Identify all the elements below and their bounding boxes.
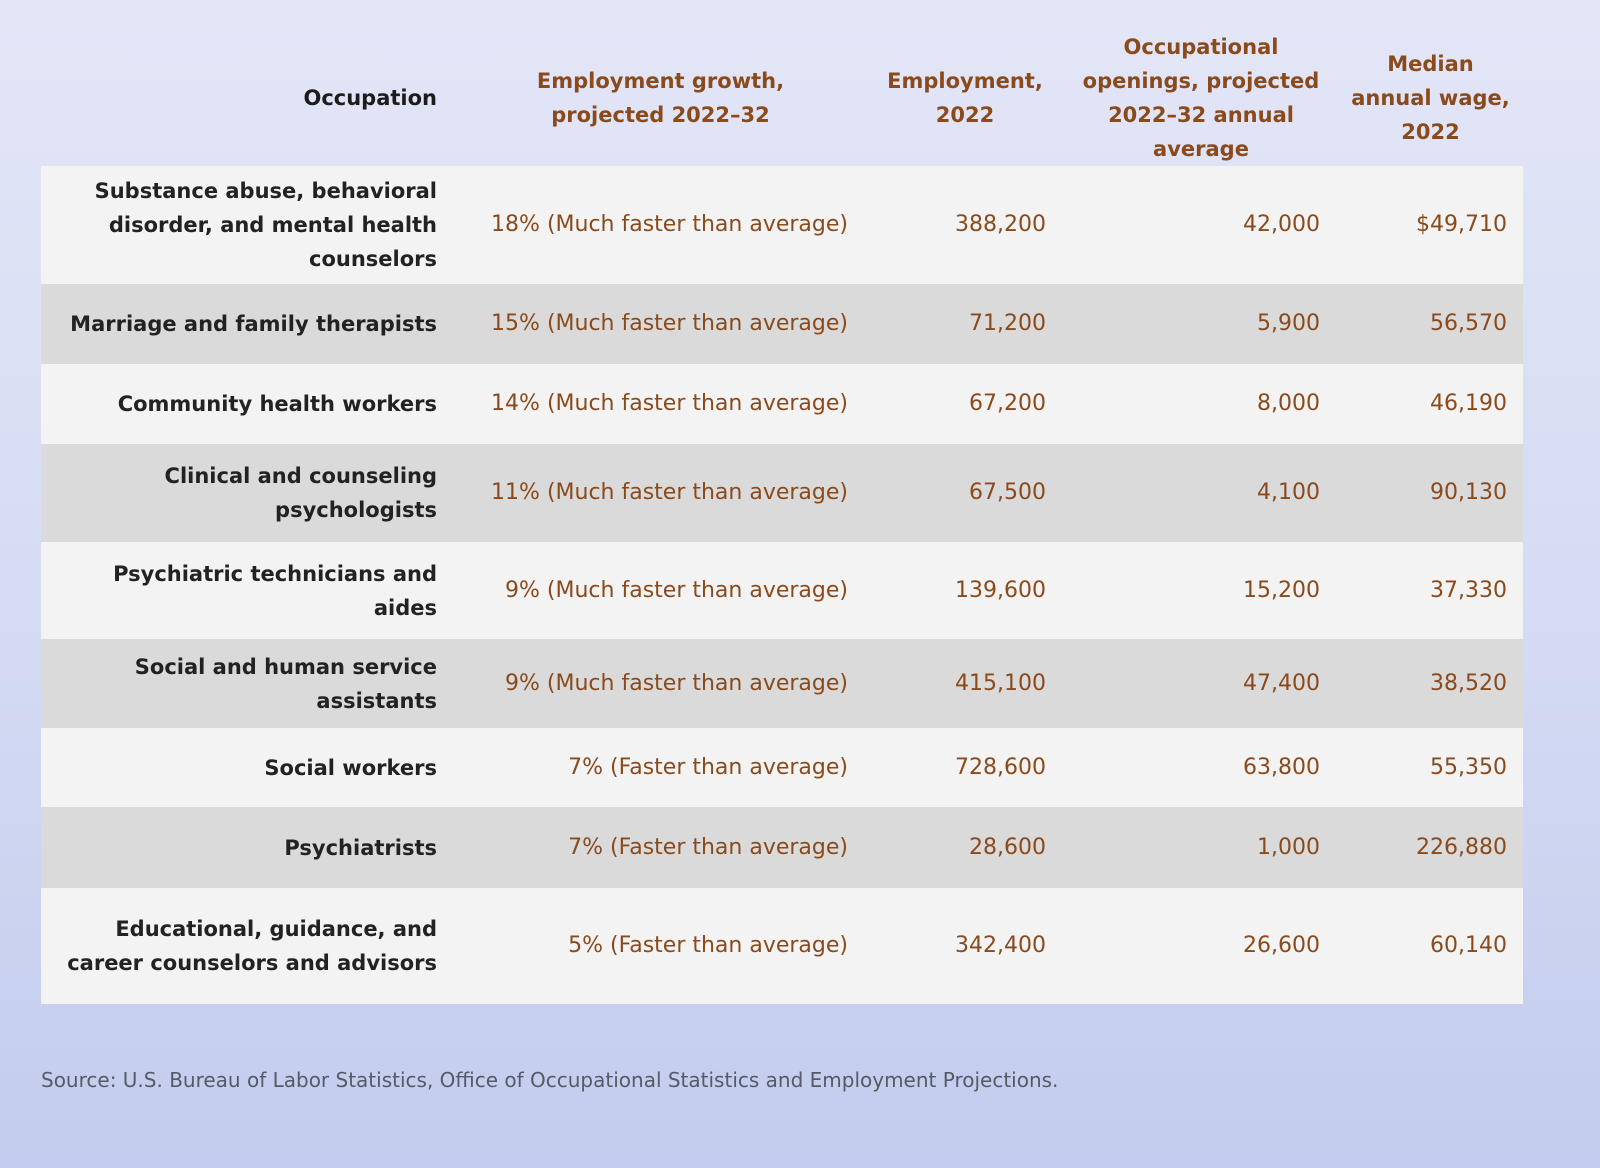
cell-employment: 67,200 bbox=[866, 364, 1064, 444]
cell-occupation: Social and human service assistants bbox=[41, 639, 455, 728]
table-row: Educational, guidance, and career counse… bbox=[41, 888, 1523, 1004]
cell-openings: 47,400 bbox=[1064, 639, 1338, 728]
cell-wage: 55,350 bbox=[1338, 728, 1523, 807]
cell-occupation: Substance abuse, behavioral disorder, an… bbox=[41, 166, 455, 284]
cell-openings: 26,600 bbox=[1064, 888, 1338, 1004]
cell-wage: 46,190 bbox=[1338, 364, 1523, 444]
table-row: Social workers 7% (Faster than average) 72… bbox=[41, 728, 1523, 807]
cell-growth: 9% (Much faster than average) bbox=[455, 639, 866, 728]
cell-growth: 14% (Much faster than average) bbox=[455, 364, 866, 444]
header-growth: Employment growth, projected 2022–32 bbox=[536, 69, 785, 127]
cell-employment: 415,100 bbox=[866, 639, 1064, 728]
cell-openings: 8,000 bbox=[1064, 364, 1338, 444]
cell-employment: 342,400 bbox=[866, 888, 1064, 1004]
cell-wage: $49,710 bbox=[1338, 166, 1523, 284]
cell-employment: 139,600 bbox=[866, 542, 1064, 639]
cell-occupation: Community health workers bbox=[41, 364, 455, 444]
header-row: Occupation Employment growth, projected … bbox=[41, 30, 1523, 166]
cell-occupation: Psychiatrists bbox=[41, 807, 455, 888]
cell-growth: 11% (Much faster than average) bbox=[455, 444, 866, 542]
header-wage: Median annual wage, 2022 bbox=[1351, 52, 1510, 144]
cell-openings: 1,000 bbox=[1064, 807, 1338, 888]
cell-growth: 18% (Much faster than average) bbox=[455, 166, 866, 284]
cell-employment: 71,200 bbox=[866, 284, 1064, 364]
cell-openings: 42,000 bbox=[1064, 166, 1338, 284]
cell-wage: 60,140 bbox=[1338, 888, 1523, 1004]
cell-occupation: Social workers bbox=[41, 728, 455, 807]
cell-wage: 90,130 bbox=[1338, 444, 1523, 542]
table-row: Social and human service assistants 9% (M… bbox=[41, 639, 1523, 728]
cell-growth: 9% (Much faster than average) bbox=[455, 542, 866, 639]
cell-wage: 56,570 bbox=[1338, 284, 1523, 364]
header-employment: Employment, 2022 bbox=[887, 69, 1043, 127]
cell-employment: 28,600 bbox=[866, 807, 1064, 888]
cell-occupation: Psychiatric technicians and aides bbox=[41, 542, 455, 639]
cell-wage: 38,520 bbox=[1338, 639, 1523, 728]
header-openings: Occupational openings, projected 2022–32… bbox=[1082, 35, 1320, 161]
table-row: Psychiatrists 7% (Faster than average) 28,… bbox=[41, 807, 1523, 888]
header-occupation: Occupation bbox=[303, 86, 437, 110]
cell-occupation: Educational, guidance, and career counse… bbox=[41, 888, 455, 1004]
table-row: Community health workers 14% (Much faster… bbox=[41, 364, 1523, 444]
occupations-table: Occupation Employment growth, projected … bbox=[41, 30, 1523, 1004]
cell-growth: 7% (Faster than average) bbox=[455, 807, 866, 888]
table-row: Psychiatric technicians and aides 9% (Muc… bbox=[41, 542, 1523, 639]
cell-employment: 388,200 bbox=[866, 166, 1064, 284]
cell-openings: 63,800 bbox=[1064, 728, 1338, 807]
table-row: Marriage and family therapists 15% (Much … bbox=[41, 284, 1523, 364]
table-row: Clinical and counseling psychologists 11%… bbox=[41, 444, 1523, 542]
cell-wage: 37,330 bbox=[1338, 542, 1523, 639]
cell-growth: 15% (Much faster than average) bbox=[455, 284, 866, 364]
cell-occupation: Clinical and counseling psychologists bbox=[41, 444, 455, 542]
cell-openings: 5,900 bbox=[1064, 284, 1338, 364]
cell-occupation: Marriage and family therapists bbox=[41, 284, 455, 364]
cell-openings: 4,100 bbox=[1064, 444, 1338, 542]
cell-employment: 67,500 bbox=[866, 444, 1064, 542]
cell-wage: 226,880 bbox=[1338, 807, 1523, 888]
source-note: Source: U.S. Bureau of Labor Statistics,… bbox=[41, 1068, 1059, 1092]
table-row: Substance abuse, behavioral disorder, an… bbox=[41, 166, 1523, 284]
cell-employment: 728,600 bbox=[866, 728, 1064, 807]
cell-growth: 5% (Faster than average) bbox=[455, 888, 866, 1004]
cell-openings: 15,200 bbox=[1064, 542, 1338, 639]
cell-growth: 7% (Faster than average) bbox=[455, 728, 866, 807]
